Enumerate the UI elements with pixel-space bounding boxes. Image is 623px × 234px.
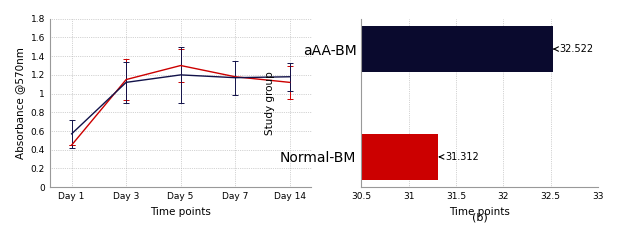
Text: (b): (b)	[472, 212, 488, 223]
Text: 32.522: 32.522	[554, 44, 594, 54]
Bar	[361, 134, 438, 179]
X-axis label: Time points: Time points	[449, 207, 510, 217]
X-axis label: Time points: Time points	[150, 207, 211, 217]
Y-axis label: Absorbance @570nm: Absorbance @570nm	[15, 47, 25, 159]
Bar	[361, 26, 553, 72]
Y-axis label: Study group: Study group	[265, 71, 275, 135]
Text: 31.312: 31.312	[439, 152, 479, 162]
